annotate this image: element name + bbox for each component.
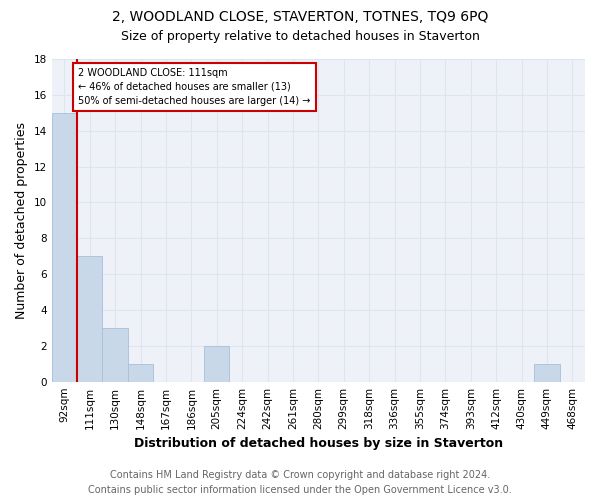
Bar bbox=[534, 364, 560, 382]
Bar bbox=[128, 364, 153, 382]
Bar bbox=[77, 256, 103, 382]
X-axis label: Distribution of detached houses by size in Staverton: Distribution of detached houses by size … bbox=[134, 437, 503, 450]
Text: 2, WOODLAND CLOSE, STAVERTON, TOTNES, TQ9 6PQ: 2, WOODLAND CLOSE, STAVERTON, TOTNES, TQ… bbox=[112, 10, 488, 24]
Text: Size of property relative to detached houses in Staverton: Size of property relative to detached ho… bbox=[121, 30, 479, 43]
Y-axis label: Number of detached properties: Number of detached properties bbox=[15, 122, 28, 319]
Text: 2 WOODLAND CLOSE: 111sqm
← 46% of detached houses are smaller (13)
50% of semi-d: 2 WOODLAND CLOSE: 111sqm ← 46% of detach… bbox=[79, 68, 311, 106]
Bar bbox=[52, 113, 77, 382]
Text: Contains HM Land Registry data © Crown copyright and database right 2024.
Contai: Contains HM Land Registry data © Crown c… bbox=[88, 470, 512, 495]
Bar bbox=[204, 346, 229, 382]
Bar bbox=[103, 328, 128, 382]
